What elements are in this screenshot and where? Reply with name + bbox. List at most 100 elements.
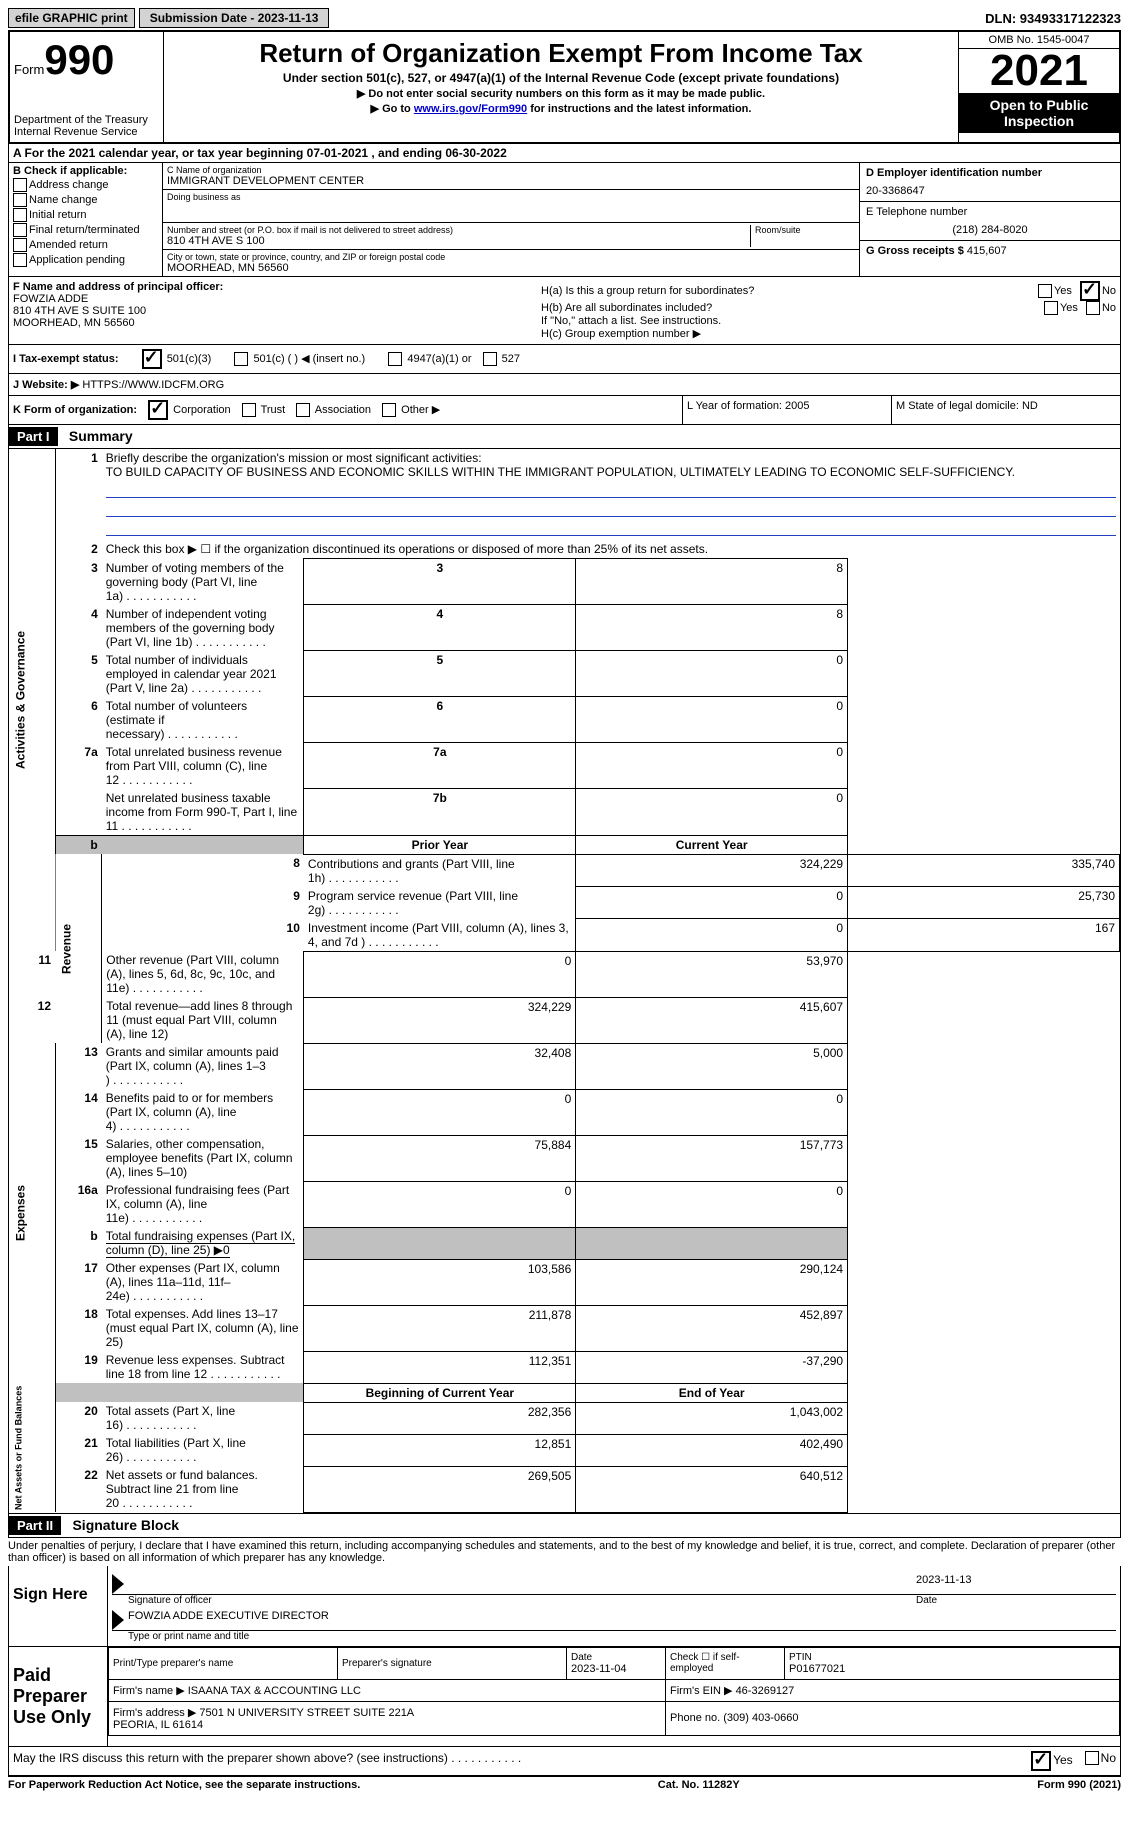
- part1-title: Summary: [69, 428, 133, 444]
- col-b-checkboxes: B Check if applicable: Address change Na…: [9, 163, 163, 276]
- prior-year-header: Prior Year: [304, 835, 576, 854]
- prep-sig-label: Preparer's signature: [342, 1658, 562, 1669]
- sig-officer-label: Signature of officer: [112, 1595, 916, 1606]
- row-a-calendar-year: A For the 2021 calendar year, or tax yea…: [9, 144, 1120, 163]
- line12-text: Total revenue—add lines 8 through 11 (mu…: [102, 997, 304, 1043]
- form-number: Form990: [14, 36, 159, 84]
- ein-value: 20-3368647: [866, 185, 1114, 197]
- line10-text: Investment income (Part VIII, column (A)…: [304, 919, 576, 952]
- pra-notice: For Paperwork Reduction Act Notice, see …: [8, 1779, 360, 1791]
- note2-post: for instructions and the latest informat…: [527, 103, 751, 115]
- line16a-curr: 0: [576, 1181, 848, 1227]
- line10-prior: 0: [576, 919, 848, 952]
- tax-year: 2021: [959, 49, 1119, 93]
- discuss-no[interactable]: No: [1085, 1751, 1116, 1771]
- check-501c[interactable]: 501(c) ( ) ◀ (insert no.): [234, 353, 365, 365]
- row-k-label: K Form of organization:: [13, 404, 137, 416]
- line7a-text: Total unrelated business revenue from Pa…: [102, 743, 304, 789]
- dept-label: Department of the Treasury Internal Reve…: [14, 114, 159, 138]
- form-subtitle: Under section 501(c), 527, or 4947(a)(1)…: [168, 71, 954, 85]
- check-527[interactable]: 527: [483, 353, 520, 365]
- sig-date-label: Date: [916, 1595, 1116, 1606]
- line4-text: Number of independent voting members of …: [102, 605, 304, 651]
- line9-text: Program service revenue (Part VIII, line…: [304, 887, 576, 919]
- phone-label: E Telephone number: [866, 206, 1114, 218]
- discuss-yes[interactable]: Yes: [1031, 1751, 1073, 1771]
- check-final-return[interactable]: Final return/terminated: [13, 223, 158, 237]
- current-year-header: Current Year: [576, 835, 848, 854]
- line15-prior: 75,884: [304, 1135, 576, 1181]
- officer-addr2: MOORHEAD, MN 56560: [13, 317, 533, 329]
- line21-text: Total liabilities (Part X, line 26): [102, 1434, 304, 1466]
- vert-activities: Activities & Governance: [9, 449, 55, 951]
- line17-prior: 103,586: [304, 1259, 576, 1305]
- sign-here-label: Sign Here: [9, 1566, 108, 1646]
- line-1-num: 1: [55, 449, 102, 540]
- row-i-label: I Tax-exempt status:: [13, 353, 119, 365]
- room-label: Room/suite: [755, 225, 855, 235]
- h-a-no[interactable]: No: [1080, 281, 1116, 301]
- street-value: 810 4TH AVE S 100: [167, 235, 750, 247]
- check-4947[interactable]: 4947(a)(1) or: [388, 353, 471, 365]
- form-title: Return of Organization Exempt From Incom…: [168, 38, 954, 69]
- type-print-label: Type or print name and title: [112, 1631, 1116, 1642]
- line15-curr: 157,773: [576, 1135, 848, 1181]
- prep-date-value: 2023-11-04: [571, 1663, 661, 1675]
- firm-name-value: ISAANA TAX & ACCOUNTING LLC: [188, 1685, 361, 1697]
- check-other[interactable]: Other ▶: [382, 404, 440, 416]
- gross-label: G Gross receipts $: [866, 245, 964, 257]
- line12-prior: 324,229: [304, 997, 576, 1043]
- line13-text: Grants and similar amounts paid (Part IX…: [102, 1043, 304, 1089]
- line8-text: Contributions and grants (Part VIII, lin…: [304, 854, 576, 887]
- line7b-val: 0: [576, 789, 848, 836]
- check-amended[interactable]: Amended return: [13, 238, 158, 252]
- check-initial-return[interactable]: Initial return: [13, 208, 158, 222]
- website-value: HTTPS://WWW.IDCFM.ORG: [82, 379, 224, 391]
- irs-link[interactable]: www.irs.gov/Form990: [414, 103, 527, 115]
- check-self-employed[interactable]: Check ☐ if self-employed: [666, 1647, 785, 1679]
- vert-revenue: Revenue: [55, 854, 102, 1043]
- line7b-box: 7b: [304, 789, 576, 836]
- note-ssn: ▶ Do not enter social security numbers o…: [168, 87, 954, 100]
- line9-prior: 0: [576, 887, 848, 919]
- check-address-change[interactable]: Address change: [13, 178, 158, 192]
- h-b-no[interactable]: No: [1086, 301, 1116, 315]
- line2-text: Check this box ▶ ☐ if the organization d…: [102, 540, 1120, 559]
- row-m: M State of legal domicile: ND: [891, 396, 1120, 424]
- check-501c3[interactable]: 501(c)(3): [142, 353, 212, 365]
- line4-box: 4: [304, 605, 576, 651]
- firm-phone-value: (309) 403-0660: [723, 1712, 798, 1724]
- form-prefix: Form: [14, 62, 44, 77]
- check-trust[interactable]: Trust: [242, 404, 286, 416]
- submission-date-button[interactable]: Submission Date - 2023-11-13: [139, 8, 330, 28]
- line22-text: Net assets or fund balances. Subtract li…: [102, 1466, 304, 1512]
- dba-label: Doing business as: [167, 192, 855, 202]
- h-a-yes[interactable]: Yes: [1038, 284, 1072, 298]
- line22-prior: 269,505: [304, 1466, 576, 1512]
- line-2-num: 2: [55, 540, 102, 559]
- line16b-text: Total fundraising expenses (Part IX, col…: [102, 1227, 304, 1259]
- line3-text: Number of voting members of the governin…: [102, 559, 304, 605]
- line16a-prior: 0: [304, 1181, 576, 1227]
- line16b-prior: [304, 1227, 576, 1259]
- line12-curr: 415,607: [576, 997, 848, 1043]
- check-app-pending[interactable]: Application pending: [13, 253, 158, 267]
- declaration-text: Under penalties of perjury, I declare th…: [8, 1538, 1121, 1566]
- h-b-yes[interactable]: Yes: [1044, 301, 1078, 315]
- line19-prior: 112,351: [304, 1351, 576, 1383]
- efile-button[interactable]: efile GRAPHIC print: [8, 8, 135, 28]
- line21-prior: 12,851: [304, 1434, 576, 1466]
- line10-curr: 167: [848, 919, 1120, 952]
- city-label: City or town, state or province, country…: [167, 252, 855, 262]
- prep-name-label: Print/Type preparer's name: [113, 1658, 333, 1669]
- check-corp[interactable]: Corporation: [148, 404, 231, 416]
- check-name-change[interactable]: Name change: [13, 193, 158, 207]
- paid-preparer-label: Paid Preparer Use Only: [9, 1647, 108, 1746]
- row-f-label: F Name and address of principal officer:: [13, 281, 533, 293]
- phone-value: (218) 284-8020: [866, 224, 1114, 236]
- h-a-label: H(a) Is this a group return for subordin…: [541, 285, 1038, 297]
- check-assoc[interactable]: Association: [296, 404, 371, 416]
- line16a-text: Professional fundraising fees (Part IX, …: [102, 1181, 304, 1227]
- firm-ein-value: 46-3269127: [736, 1685, 795, 1697]
- city-value: MOORHEAD, MN 56560: [167, 262, 855, 274]
